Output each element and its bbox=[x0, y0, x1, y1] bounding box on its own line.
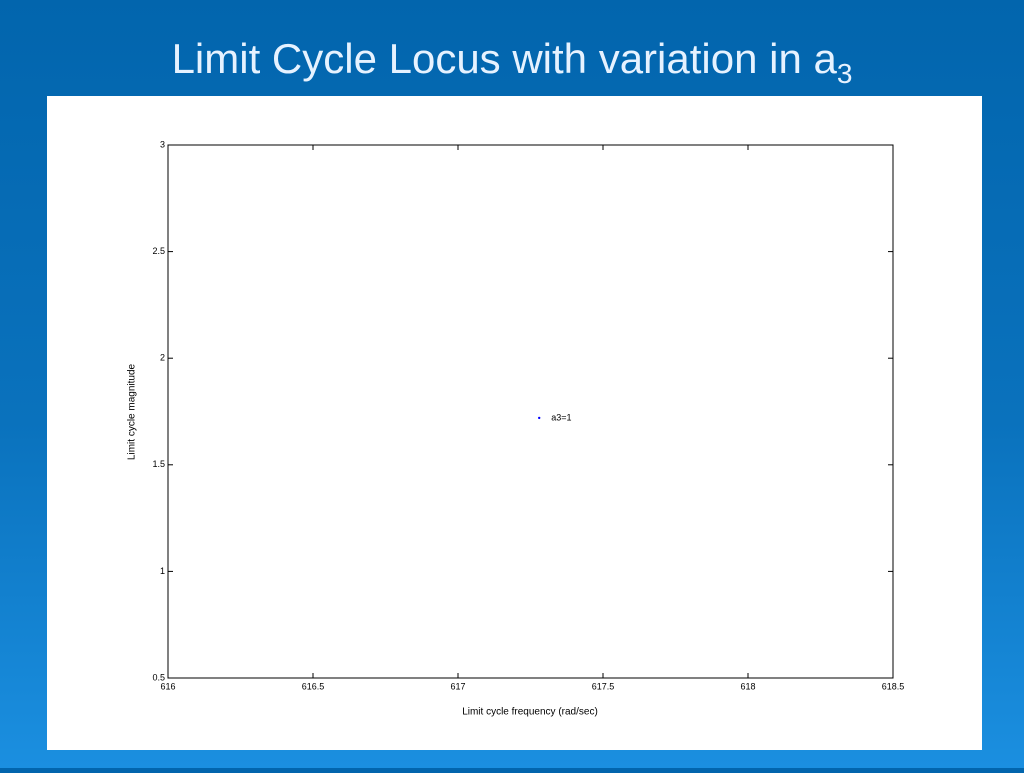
axes-box bbox=[167, 144, 894, 679]
y-tick-label: 0.5 bbox=[152, 672, 165, 682]
x-tick-label: 616 bbox=[160, 681, 175, 691]
x-tick-label: 617.5 bbox=[592, 681, 615, 691]
title-subscript: 3 bbox=[837, 58, 853, 89]
y-tick-label: 2 bbox=[160, 353, 165, 363]
y-axis-label: Limit cycle magnitude bbox=[127, 363, 138, 460]
x-axis-label: Limit cycle frequency (rad/sec) bbox=[462, 707, 598, 718]
y-tick-label: 2.5 bbox=[152, 246, 165, 256]
y-tick-label: 1.5 bbox=[152, 459, 165, 469]
x-tick-label: 616.5 bbox=[302, 681, 325, 691]
x-tick-label: 617 bbox=[450, 681, 465, 691]
plot-panel bbox=[47, 96, 982, 750]
y-tick-label: 1 bbox=[160, 566, 165, 576]
x-tick-label: 618.5 bbox=[882, 681, 905, 691]
series-label: a3=1 bbox=[551, 412, 571, 422]
title-main: Limit Cycle Locus with variation in a bbox=[172, 35, 838, 82]
x-tick-label: 618 bbox=[740, 681, 755, 691]
data-point bbox=[538, 416, 541, 420]
y-tick-label: 3 bbox=[160, 139, 165, 149]
slide-title: Limit Cycle Locus with variation in a3 bbox=[172, 35, 853, 89]
